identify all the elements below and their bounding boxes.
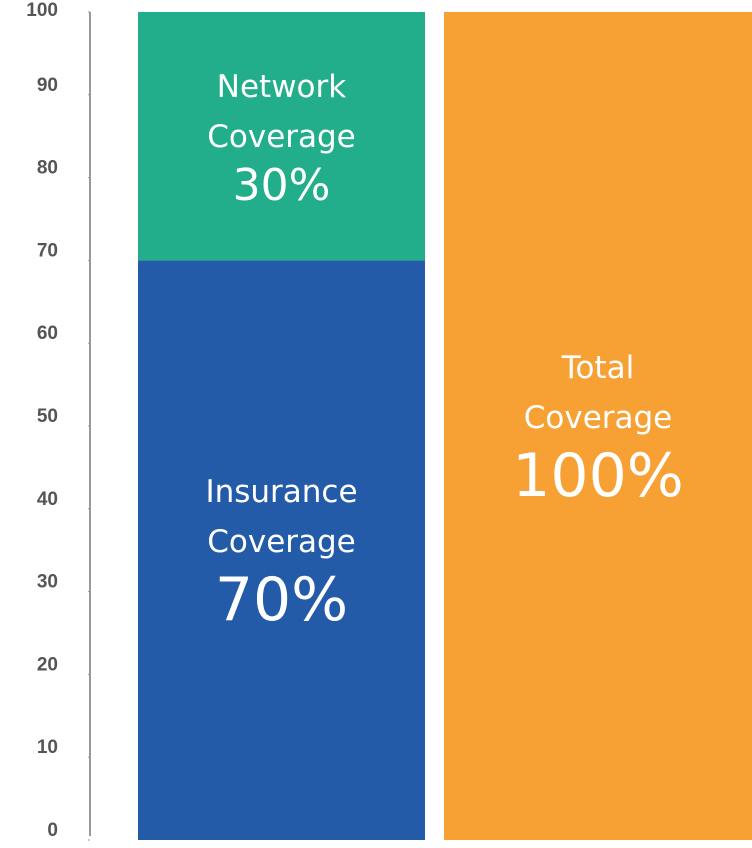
segment-name: Network Coverage xyxy=(207,69,356,155)
y-tick-label: 100 xyxy=(26,0,58,21)
y-tick-label: 10 xyxy=(37,737,58,758)
y-tick-label: 80 xyxy=(37,158,58,179)
value-label: 100% xyxy=(512,441,684,511)
bar-segment xyxy=(444,12,752,840)
y-tick-label: 30 xyxy=(37,572,58,593)
bar-segment xyxy=(138,12,425,261)
value-label: 30% xyxy=(232,160,331,211)
y-tick-label: 40 xyxy=(37,489,58,510)
y-tick-label: 50 xyxy=(37,406,58,427)
y-tick-label: 70 xyxy=(37,240,58,261)
segment-name: Insurance Coverage xyxy=(205,474,358,561)
segment-label: Network Coverage 30% xyxy=(138,12,425,260)
y-tick-label: 20 xyxy=(37,654,58,675)
y-tick-label: 60 xyxy=(37,323,58,344)
segment-label: Total Coverage 100% xyxy=(444,12,752,840)
bar-segment xyxy=(138,260,425,840)
value-label: 70% xyxy=(214,565,349,636)
y-tick-label: 90 xyxy=(37,75,58,96)
y-tick-label: 0 xyxy=(47,820,58,841)
segment-label: Insurance Coverage 70% xyxy=(138,260,425,840)
segment-name: Total Coverage xyxy=(523,350,673,436)
